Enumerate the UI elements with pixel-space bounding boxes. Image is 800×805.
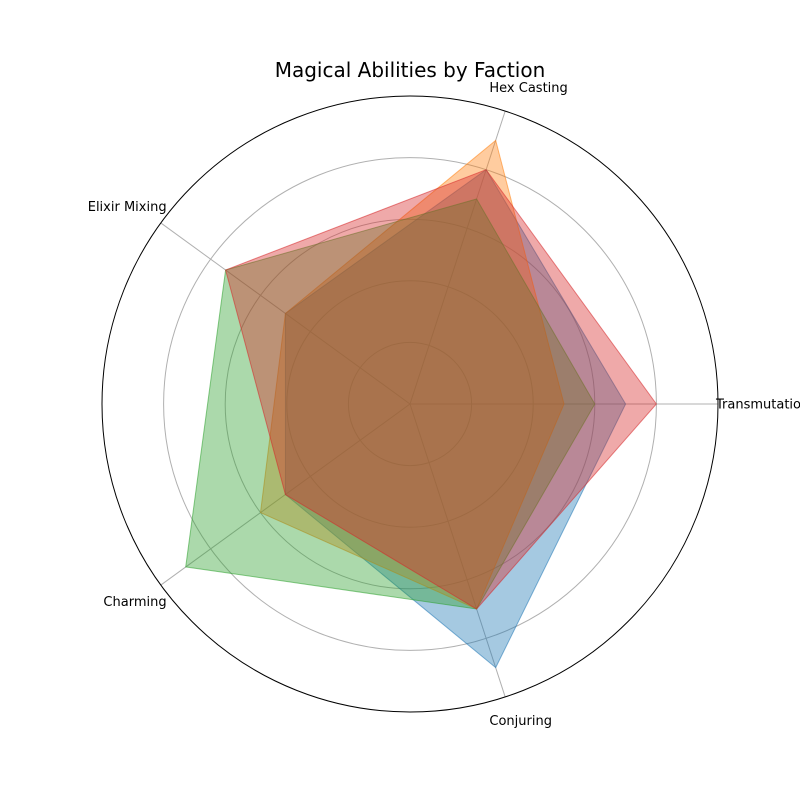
axis-label-hex-casting: Hex Casting [489, 81, 567, 96]
chart-title: Magical Abilities by Faction [275, 58, 546, 82]
series-polygon-2 [259, 139, 565, 610]
series-polygon-3 [185, 198, 596, 610]
spoke-1 [409, 110, 506, 405]
spoke-4 [409, 403, 506, 698]
series-polygon-1 [284, 168, 627, 669]
label-layer: Transmutation Hex Casting Elixir Mixing Cha… [88, 81, 800, 729]
axis-label-transmutation: Transmutation [715, 398, 800, 413]
axis-label-elixir-mixing: Elixir Mixing [88, 200, 167, 215]
axis-label-charming: Charming [103, 595, 166, 610]
axis-label-conjuring: Conjuring [489, 714, 552, 729]
frame-layer [101, 95, 719, 713]
series-layer [185, 139, 658, 669]
outer-frame [101, 95, 719, 713]
series-polygon-4 [225, 169, 658, 610]
